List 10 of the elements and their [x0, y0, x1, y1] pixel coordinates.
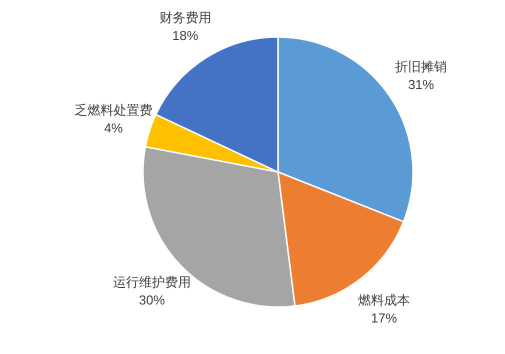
- slice-label: 乏燃料处置费: [74, 102, 152, 118]
- slice-label: 运行维护费用: [112, 274, 191, 290]
- slice-label: 燃料成本: [358, 292, 410, 308]
- data-label: 30%: [138, 292, 166, 308]
- slice-label: 折旧摊销: [395, 58, 448, 74]
- slice-label: 财务费用: [159, 10, 212, 25]
- data-label: 4%: [104, 120, 124, 136]
- data-label: 31%: [408, 76, 435, 92]
- data-label: 17%: [371, 310, 398, 326]
- data-label: 18%: [172, 28, 199, 43]
